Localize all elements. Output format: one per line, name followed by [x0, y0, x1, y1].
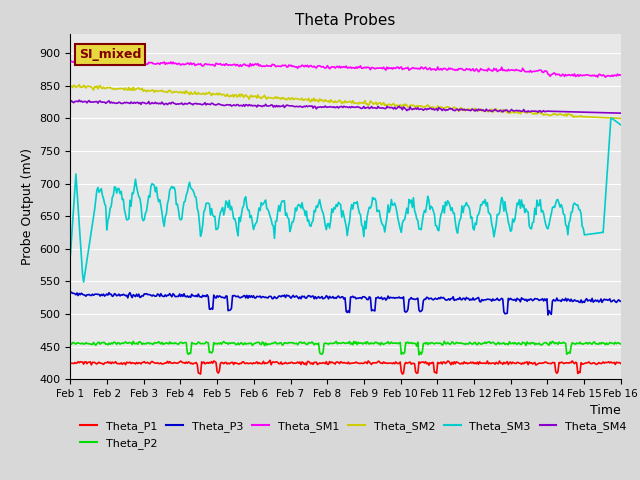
- Theta_SM4: [396, 103, 403, 109]
- Line: Theta_P3: Theta_P3: [70, 292, 621, 315]
- Theta_SM3: [396, 221, 403, 227]
- Theta_SM4: [519, 108, 527, 114]
- Theta_P1: [399, 371, 406, 377]
- Text: SI_mixed: SI_mixed: [79, 48, 141, 61]
- Theta_P1: [606, 360, 614, 366]
- Theta_P1: [365, 359, 373, 365]
- Theta_SM4: [329, 105, 337, 110]
- Theta_P3: [329, 294, 337, 300]
- Theta_SM2: [365, 101, 373, 107]
- Theta_P2: [617, 341, 625, 347]
- Theta_P2: [606, 340, 614, 346]
- Theta_P2: [332, 340, 339, 346]
- Theta_P3: [519, 296, 527, 302]
- Theta_P1: [520, 361, 527, 367]
- Theta_SM1: [365, 65, 373, 71]
- Theta_SM3: [329, 209, 337, 215]
- Theta_SM1: [329, 64, 337, 70]
- Theta_SM3: [605, 148, 612, 154]
- Theta_SM1: [617, 72, 625, 78]
- Theta_P3: [396, 294, 403, 300]
- Theta_P2: [440, 338, 448, 344]
- Theta_SM2: [617, 116, 625, 121]
- Theta_SM2: [605, 115, 612, 120]
- Theta_SM3: [80, 279, 88, 285]
- Theta_P2: [364, 340, 372, 346]
- Legend: Theta_P1, Theta_P2, Theta_P3, Theta_SM1, Theta_SM2, Theta_SM3, Theta_SM4: Theta_P1, Theta_P2, Theta_P3, Theta_SM1,…: [76, 417, 631, 453]
- Theta_SM3: [607, 116, 614, 121]
- Theta_P1: [329, 360, 337, 366]
- Theta_P2: [67, 340, 74, 346]
- Theta_SM1: [396, 66, 403, 72]
- Line: Theta_SM2: Theta_SM2: [70, 84, 621, 119]
- Theta_SM4: [617, 110, 625, 116]
- Theta_P3: [617, 299, 625, 304]
- Line: Theta_SM4: Theta_SM4: [70, 100, 621, 113]
- Theta_P3: [332, 296, 340, 301]
- Theta_SM2: [332, 99, 340, 105]
- Theta_SM2: [76, 82, 83, 87]
- Theta_SM4: [332, 104, 340, 110]
- X-axis label: Time: Time: [590, 405, 621, 418]
- Theta_P3: [365, 294, 373, 300]
- Theta_P2: [394, 341, 402, 347]
- Theta_P2: [415, 352, 423, 358]
- Y-axis label: Probe Output (mV): Probe Output (mV): [21, 148, 34, 265]
- Theta_SM1: [602, 74, 609, 80]
- Theta_P3: [544, 312, 552, 318]
- Theta_SM2: [329, 99, 337, 105]
- Theta_SM1: [67, 59, 74, 65]
- Theta_P3: [606, 296, 614, 302]
- Title: Theta Probes: Theta Probes: [296, 13, 396, 28]
- Theta_SM4: [67, 99, 74, 105]
- Theta_SM4: [76, 97, 83, 103]
- Theta_SM1: [606, 73, 614, 79]
- Theta_P2: [328, 341, 335, 347]
- Theta_P1: [617, 360, 625, 366]
- Theta_P3: [67, 290, 74, 296]
- Theta_SM2: [67, 84, 74, 89]
- Theta_SM3: [332, 202, 340, 207]
- Theta_SM1: [91, 57, 99, 62]
- Line: Theta_P2: Theta_P2: [70, 341, 621, 355]
- Theta_SM2: [519, 108, 527, 114]
- Theta_SM3: [67, 252, 74, 258]
- Line: Theta_SM3: Theta_SM3: [70, 119, 621, 282]
- Theta_SM2: [396, 103, 403, 108]
- Theta_SM3: [617, 122, 625, 128]
- Line: Theta_P1: Theta_P1: [70, 360, 621, 374]
- Theta_SM1: [519, 65, 527, 71]
- Theta_SM3: [365, 204, 373, 210]
- Theta_SM4: [605, 110, 612, 116]
- Theta_P1: [332, 359, 340, 365]
- Theta_P1: [396, 360, 403, 366]
- Line: Theta_SM1: Theta_SM1: [70, 60, 621, 77]
- Theta_SM3: [519, 204, 527, 210]
- Theta_P2: [520, 340, 527, 346]
- Theta_SM1: [332, 64, 340, 70]
- Theta_P1: [266, 358, 274, 363]
- Theta_P3: [68, 289, 76, 295]
- Theta_P1: [67, 360, 74, 366]
- Theta_SM4: [365, 106, 373, 111]
